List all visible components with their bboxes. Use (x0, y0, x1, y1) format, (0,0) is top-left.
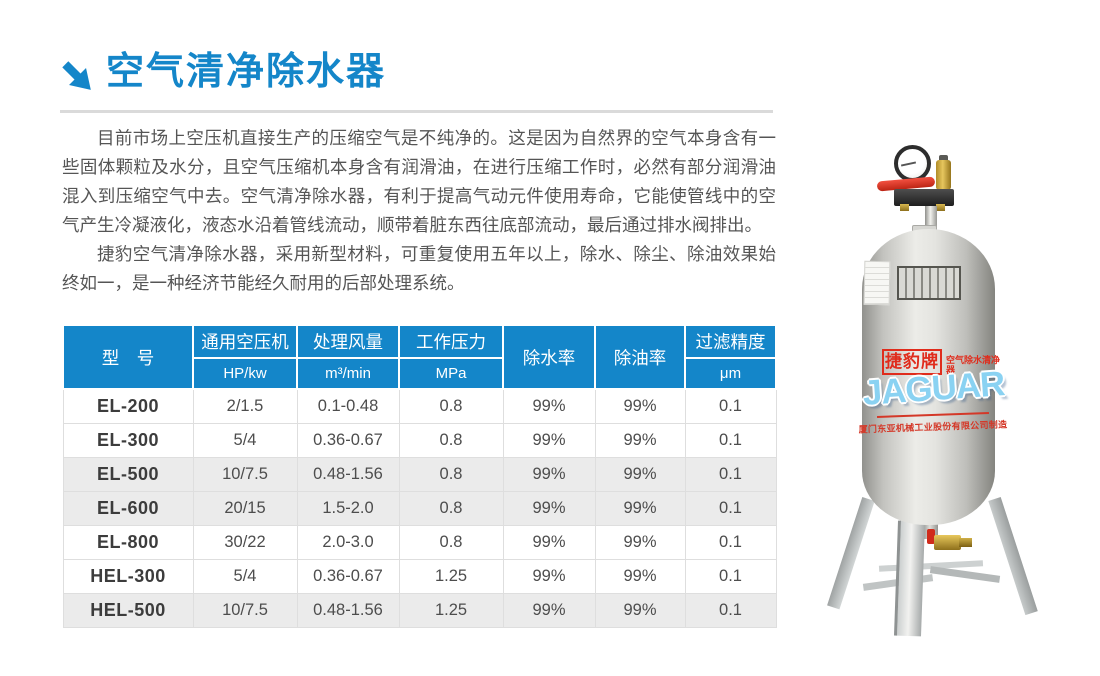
model-cell: EL-500 (62, 456, 194, 492)
tank-nameplate (897, 266, 961, 300)
value-cell: 1.25 (398, 592, 504, 628)
tank-leg-center (894, 520, 925, 637)
tank-leg-left (827, 496, 875, 610)
manifold-port (936, 204, 945, 211)
value-cell: 99% (594, 388, 686, 424)
product-photo: 捷豹牌 空气除水清净器 JAGUAR 厦门东亚机械工业股份有限公司制造 (827, 133, 1038, 645)
tank-brace (929, 566, 1001, 583)
value-cell: 99% (594, 558, 686, 594)
value-cell: 10/7.5 (192, 456, 298, 492)
value-cell: 0.36-0.67 (296, 422, 400, 458)
header-pressure: 工作压力 (398, 324, 504, 359)
value-cell: 0.8 (398, 456, 504, 492)
value-cell: 0.1 (684, 524, 777, 560)
table-row: EL-600 20/15 1.5-2.0 0.8 99% 99% 0.1 (62, 490, 777, 526)
model-cell: EL-600 (62, 490, 194, 526)
header-model: 型 号 (62, 324, 194, 390)
value-cell: 0.1 (684, 558, 777, 594)
table-row: EL-300 5/4 0.36-0.67 0.8 99% 99% 0.1 (62, 422, 777, 458)
header-filtration: 过滤精度 (684, 324, 777, 359)
value-cell: 0.1 (684, 490, 777, 526)
intro-paragraph-2: 捷豹空气清净除水器，采用新型材料，可重复使用五年以上，除水、除尘、除油效果始终如… (62, 244, 776, 293)
diagonal-arrow-icon (62, 61, 91, 90)
drain-valve-handle (927, 529, 935, 544)
value-cell: 0.8 (398, 422, 504, 458)
value-cell: 0.1 (684, 422, 777, 458)
value-cell: 10/7.5 (192, 592, 298, 628)
unit-pressure: MPa (398, 357, 504, 390)
value-cell: 99% (502, 524, 596, 560)
table-row: EL-800 30/22 2.0-3.0 0.8 99% 99% 0.1 (62, 524, 777, 560)
value-cell: 99% (594, 422, 686, 458)
table-units-row: HP/kw m³/min MPa μm (63, 357, 777, 390)
table-header-row: 型 号 通用空压机 处理风量 工作压力 除水率 除油率 过滤精度 (62, 324, 777, 390)
manifold-port (900, 204, 909, 211)
tank-leg-right (988, 496, 1038, 616)
table-row: EL-500 10/7.5 0.48-1.56 0.8 99% 99% 0.1 (62, 456, 777, 492)
value-cell: 2/1.5 (192, 388, 298, 424)
value-cell: 99% (502, 592, 596, 628)
unit-compressor: HP/kw (192, 357, 298, 390)
spec-table: 型 号 通用空压机 处理风量 工作压力 除水率 除油率 过滤精度 HP/kw m… (62, 324, 777, 628)
model-cell: HEL-300 (62, 558, 194, 594)
intro-paragraph-1: 目前市场上空压机直接生产的压缩空气是不纯净的。这是因为自然界的空气本身含有一些固… (62, 128, 776, 235)
value-cell: 99% (594, 592, 686, 628)
model-cell: HEL-500 (62, 592, 194, 628)
model-cell: EL-300 (62, 422, 194, 458)
value-cell: 0.1 (684, 456, 777, 492)
value-cell: 0.36-0.67 (296, 558, 400, 594)
value-cell: 99% (594, 490, 686, 526)
value-cell: 99% (502, 490, 596, 526)
value-cell: 99% (502, 388, 596, 424)
drain-valve-nozzle (959, 538, 972, 547)
value-cell: 1.5-2.0 (296, 490, 400, 526)
value-cell: 0.1 (684, 592, 777, 628)
value-cell: 0.1 (684, 388, 777, 424)
value-cell: 0.48-1.56 (296, 592, 400, 628)
value-cell: 5/4 (192, 558, 298, 594)
page-title: 空气清净除水器 (106, 51, 387, 93)
header-compressor: 通用空压机 (192, 324, 298, 359)
value-cell: 30/22 (192, 524, 298, 560)
brass-fitting (936, 160, 951, 190)
value-cell: 0.8 (398, 388, 504, 424)
table-row: EL-200 2/1.5 0.1-0.48 0.8 99% 99% 0.1 (62, 388, 777, 424)
value-cell: 99% (502, 422, 596, 458)
page-header: 空气清净除水器 (60, 51, 387, 94)
valve-manifold (894, 189, 954, 206)
header-flow: 处理风量 (296, 324, 400, 359)
header-oil-removal: 除油率 (594, 324, 686, 390)
header-water-removal: 除水率 (502, 324, 596, 390)
value-cell: 0.8 (398, 490, 504, 526)
model-cell: EL-200 (62, 388, 194, 424)
value-cell: 0.48-1.56 (296, 456, 400, 492)
value-cell: 0.8 (398, 524, 504, 560)
value-cell: 1.25 (398, 558, 504, 594)
value-cell: 99% (502, 456, 596, 492)
brand-cn-label: 捷豹牌 (882, 349, 942, 375)
table-row: HEL-300 5/4 0.36-0.67 1.25 99% 99% 0.1 (62, 558, 777, 594)
unit-filtration: μm (684, 357, 777, 390)
table-row: HEL-500 10/7.5 0.48-1.56 1.25 99% 99% 0.… (62, 592, 777, 628)
intro-text: 目前市场上空压机直接生产的压缩空气是不纯净的。这是因为自然界的空气本身含有一些固… (62, 124, 776, 298)
tank-neck (925, 206, 937, 228)
value-cell: 20/15 (192, 490, 298, 526)
product-type-label: 空气除水清净器 (946, 355, 1001, 375)
value-cell: 99% (594, 524, 686, 560)
value-cell: 99% (594, 456, 686, 492)
tank-sticker (863, 260, 891, 306)
value-cell: 0.1-0.48 (296, 388, 400, 424)
model-cell: EL-800 (62, 524, 194, 560)
valve-cap (939, 155, 948, 162)
value-cell: 2.0-3.0 (296, 524, 400, 560)
value-cell: 99% (502, 558, 596, 594)
value-cell: 5/4 (192, 422, 298, 458)
drain-valve (934, 535, 961, 550)
unit-flow: m³/min (296, 357, 400, 390)
title-divider (60, 110, 773, 113)
